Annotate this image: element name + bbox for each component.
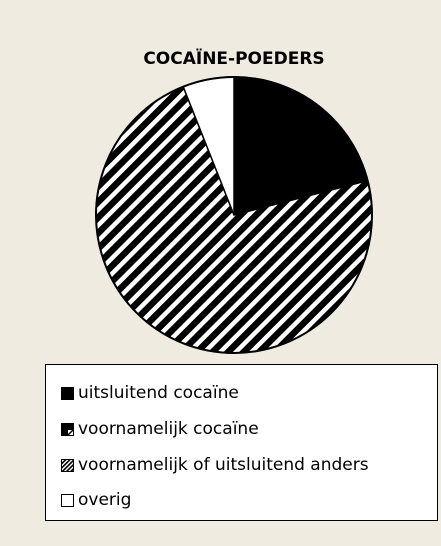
legend: uitsluitend cocaïne voornamelijk cocaïne… bbox=[45, 364, 438, 521]
pie-outline bbox=[95, 76, 373, 354]
legend-item-anders: voornamelijk of uitsluitend anders bbox=[61, 454, 369, 476]
legend-label: uitsluitend cocaïne bbox=[78, 383, 239, 403]
legend-label: voornamelijk of uitsluitend anders bbox=[78, 455, 369, 475]
legend-item-voornamelijk-cocaine: voornamelijk cocaïne bbox=[61, 418, 259, 440]
legend-item-uitsluitend-cocaine: uitsluitend cocaïne bbox=[61, 382, 239, 404]
partially-filled-square-icon bbox=[61, 422, 74, 436]
solid-square-icon bbox=[61, 386, 74, 400]
chart-title: COCAÏNE-POEDERS bbox=[143, 47, 324, 69]
pie-slices bbox=[95, 76, 373, 354]
empty-square-icon bbox=[61, 493, 74, 507]
legend-label: overig bbox=[78, 490, 132, 510]
legend-label: voornamelijk cocaïne bbox=[78, 419, 259, 439]
hatched-square-icon bbox=[61, 458, 74, 472]
legend-item-overig: overig bbox=[61, 489, 131, 511]
